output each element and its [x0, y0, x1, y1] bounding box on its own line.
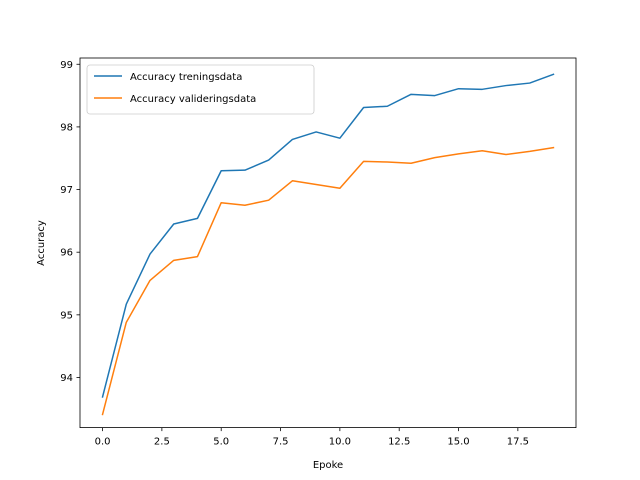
y-tick-label: 98 [60, 122, 73, 133]
y-tick-label: 95 [60, 310, 73, 321]
legend-label-validation: Accuracy valideringsdata [130, 94, 256, 105]
x-tick-label: 10.0 [329, 437, 351, 448]
x-tick-label: 0.0 [95, 437, 111, 448]
y-axis: 94 95 96 97 98 99 [60, 60, 80, 384]
x-tick-label: 5.0 [213, 437, 229, 448]
series-line-1 [101, 146, 555, 416]
legend: Accuracy treningsdata Accuracy validerin… [86, 64, 315, 115]
plot-frame [79, 57, 577, 429]
y-tick-label: 99 [60, 60, 73, 71]
x-tick-label: 2.5 [154, 437, 170, 448]
series-line-0 [101, 73, 555, 398]
y-tick-label: 94 [60, 373, 73, 384]
legend-label-training: Accuracy treningsdata [130, 72, 242, 83]
x-axis: 0.0 2.5 5.0 7.5 10.0 12.5 15.0 17.5 [95, 427, 529, 448]
series-layer [101, 73, 555, 416]
x-tick-label: 12.5 [388, 437, 410, 448]
y-axis-label: Accuracy [36, 220, 47, 266]
x-tick-label: 15.0 [447, 437, 469, 448]
x-tick-label: 17.5 [507, 437, 529, 448]
y-tick-label: 97 [60, 185, 73, 196]
x-tick-label: 7.5 [273, 437, 289, 448]
legend-box [86, 64, 315, 115]
x-axis-label: Epoke [313, 460, 343, 471]
y-tick-label: 96 [60, 248, 73, 259]
